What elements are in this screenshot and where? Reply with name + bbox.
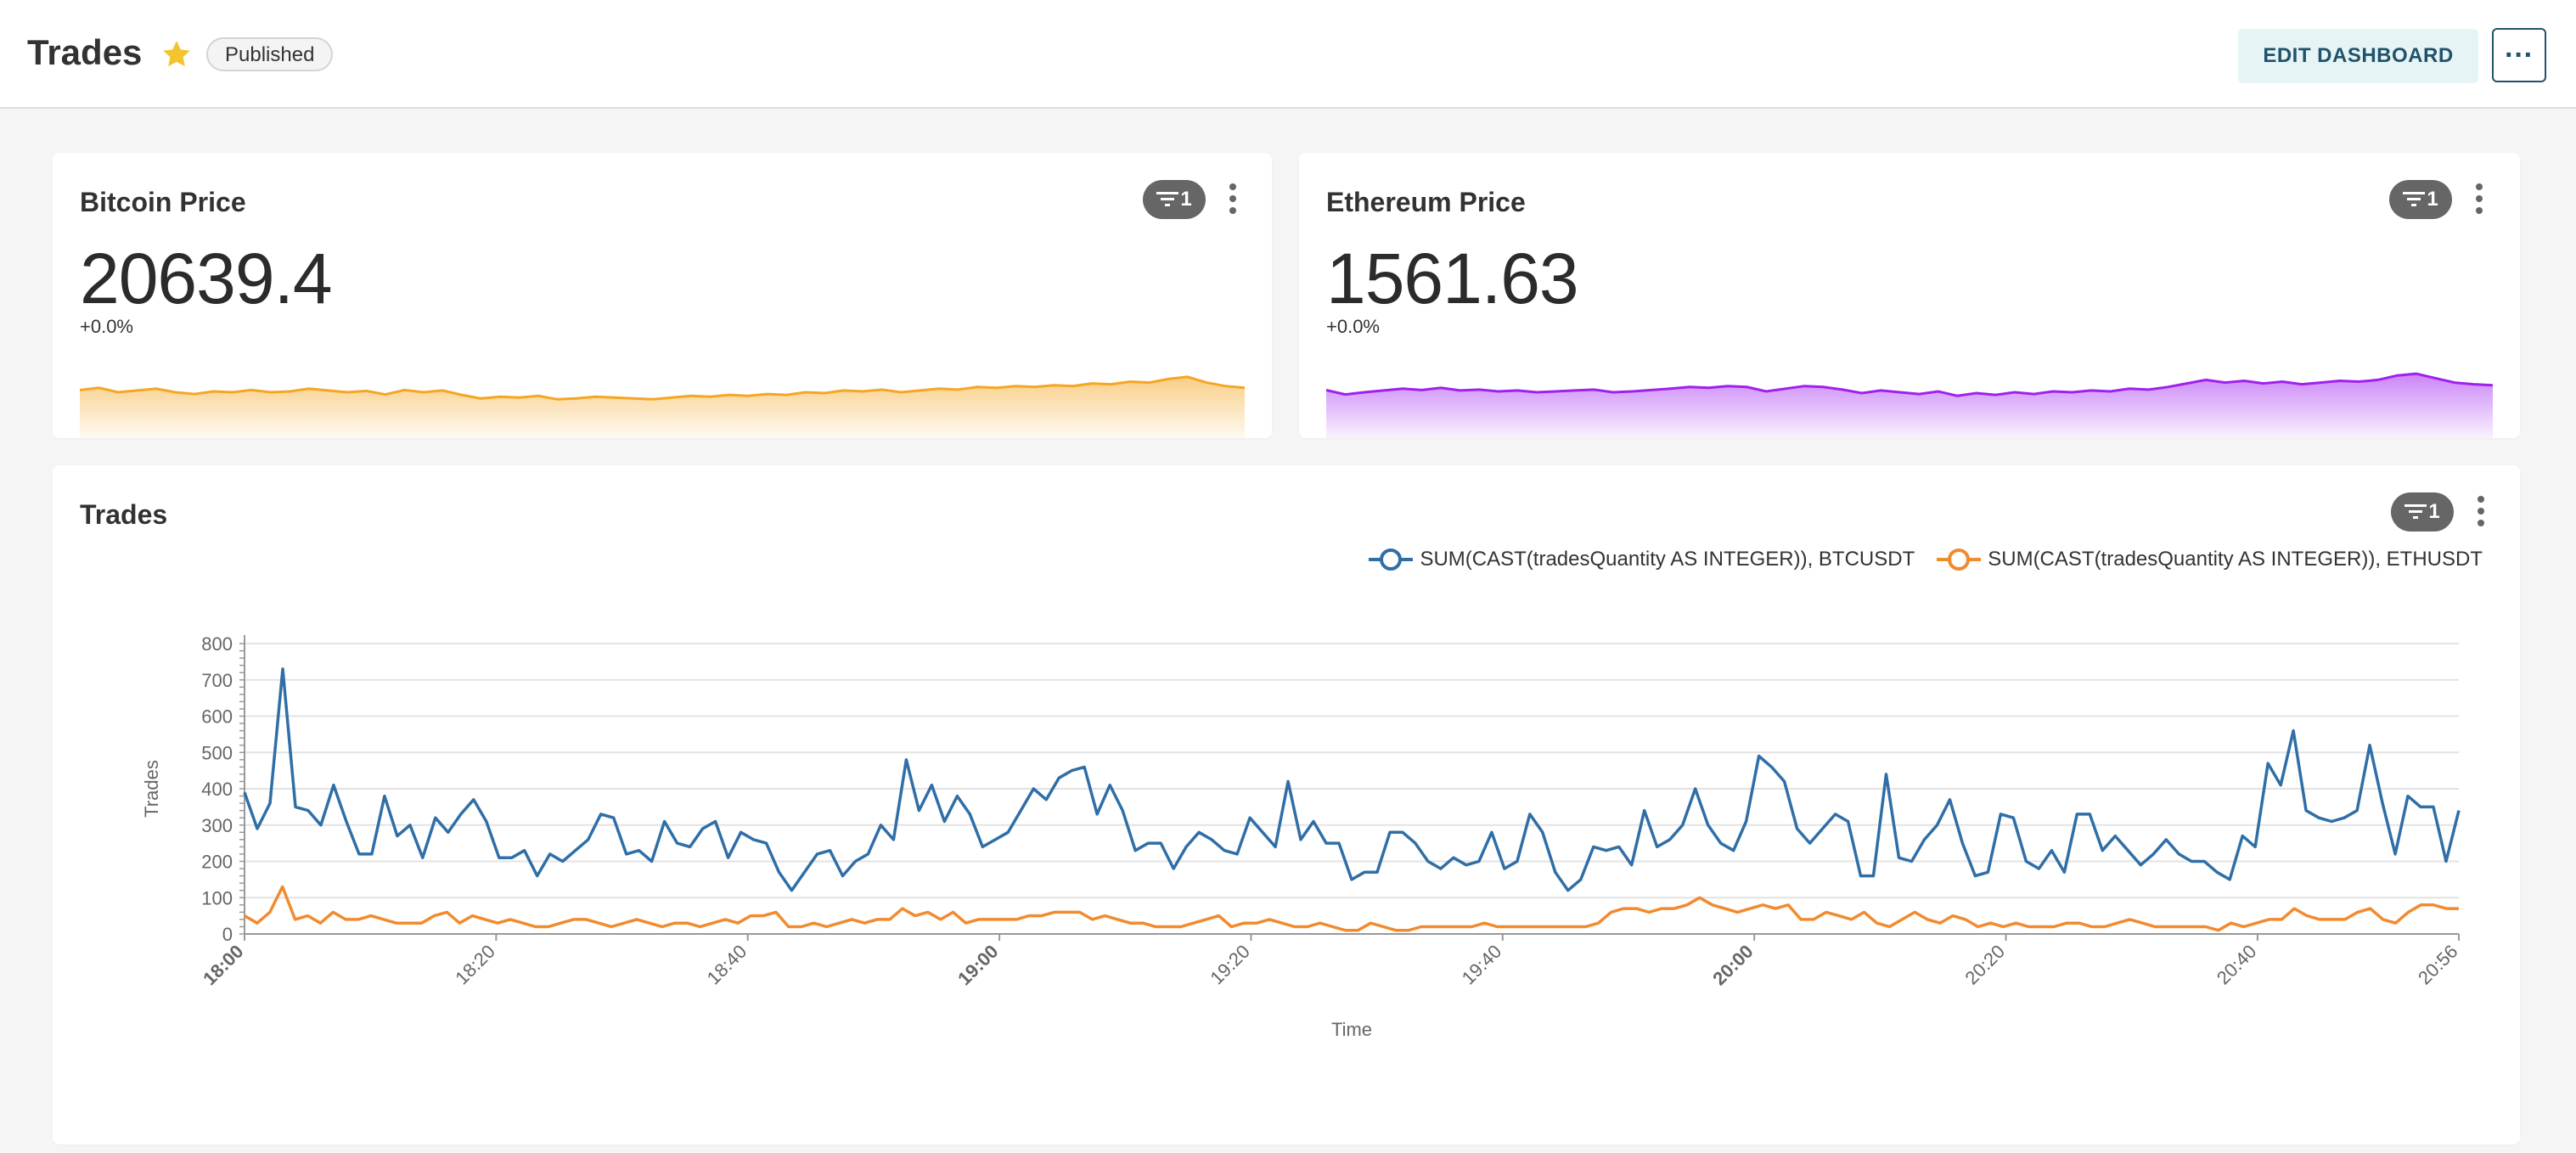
price-delta: +0.0%	[80, 316, 133, 337]
sparkline-area	[1326, 374, 2493, 438]
x-tick-label: 20:56	[2414, 941, 2462, 989]
y-tick-label: 700	[201, 670, 233, 691]
card-title: Trades	[80, 499, 168, 530]
x-tick-label: 20:40	[2213, 941, 2261, 989]
y-tick-label: 0	[222, 924, 233, 945]
y-tick-label: 100	[201, 887, 233, 908]
star-icon[interactable]	[160, 37, 194, 71]
filter-badge[interactable]: 1	[2391, 492, 2454, 532]
filter-icon	[2403, 192, 2426, 206]
filter-count: 1	[2427, 188, 2438, 211]
x-tick-label: 20:00	[1708, 941, 1757, 989]
bitcoin-sparkline	[80, 375, 1245, 438]
price-delta: +0.0%	[1326, 316, 1380, 337]
filter-count: 1	[2428, 500, 2440, 523]
y-tick-label: 500	[201, 742, 233, 763]
card-title: Bitcoin Price	[80, 187, 246, 217]
dashboard-title: Trades	[27, 32, 143, 72]
y-axis-label: Trades	[141, 760, 162, 818]
y-tick-label: 400	[201, 779, 233, 800]
ethereum-sparkline	[1326, 372, 2493, 438]
x-tick-label: 18:00	[199, 941, 247, 989]
filter-icon	[2404, 504, 2427, 519]
trades-chart-card: Trades 1 SUM(CAST(tradesQuantity AS INTE…	[53, 465, 2520, 1145]
price-value: 1561.63	[1326, 239, 1579, 318]
x-tick-label: 18:20	[451, 941, 499, 989]
kebab-menu-icon[interactable]	[2472, 491, 2489, 532]
filter-badge[interactable]: 1	[1143, 180, 1206, 219]
y-tick-label: 600	[201, 706, 233, 728]
x-tick-label: 19:40	[1458, 941, 1506, 989]
filter-count: 1	[1180, 188, 1192, 211]
edit-dashboard-button[interactable]: EDIT DASHBOARD	[2238, 29, 2478, 83]
sparkline-line	[80, 375, 1245, 401]
x-tick-label: 19:00	[953, 941, 1002, 989]
legend-marker-icon	[1369, 548, 1414, 571]
legend-label: SUM(CAST(tradesQuantity AS INTEGER)), ET…	[1988, 548, 2483, 571]
kebab-menu-icon[interactable]	[2471, 178, 2488, 219]
more-options-button[interactable]: ···	[2492, 28, 2546, 82]
series-line-0	[243, 667, 2461, 892]
x-tick-label: 20:20	[1960, 941, 2009, 989]
filter-icon	[1156, 192, 1179, 206]
y-tick-label: 300	[201, 815, 233, 836]
status-badge: Published	[206, 37, 334, 71]
y-tick-label: 200	[201, 852, 233, 873]
sparkline-line	[1326, 372, 2493, 397]
y-tick-label: 800	[201, 633, 233, 655]
price-value: 20639.4	[80, 239, 333, 318]
x-tick-label: 18:40	[703, 941, 751, 989]
legend-item-btcusdt[interactable]: SUM(CAST(tradesQuantity AS INTEGER)), BT…	[1369, 547, 1915, 572]
legend-marker-icon	[1937, 548, 1982, 571]
legend-label: SUM(CAST(tradesQuantity AS INTEGER)), BT…	[1420, 548, 1915, 571]
card-title: Ethereum Price	[1326, 187, 1526, 217]
x-tick-label: 19:20	[1206, 941, 1254, 989]
ethereum-price-card: Ethereum Price 1 1561.63 +0.0%	[1299, 153, 2520, 438]
bitcoin-price-card: Bitcoin Price 1 20639.4 +0.0%	[53, 153, 1272, 438]
kebab-menu-icon[interactable]	[1224, 178, 1241, 219]
series-line-1	[244, 885, 2459, 932]
dashboard-header: Trades Published EDIT DASHBOARD ···	[0, 0, 2576, 109]
trades-line-chart: 0 100 200 300 400 500 600 700 800 18:00 18:20 18:40…	[141, 633, 2462, 1040]
x-axis-label: Time	[1331, 1019, 1372, 1040]
legend-item-ethusdt[interactable]: SUM(CAST(tradesQuantity AS INTEGER)), ET…	[1937, 547, 2483, 572]
chart-legend: SUM(CAST(tradesQuantity AS INTEGER)), BT…	[1369, 547, 2483, 572]
filter-badge[interactable]: 1	[2389, 180, 2452, 219]
